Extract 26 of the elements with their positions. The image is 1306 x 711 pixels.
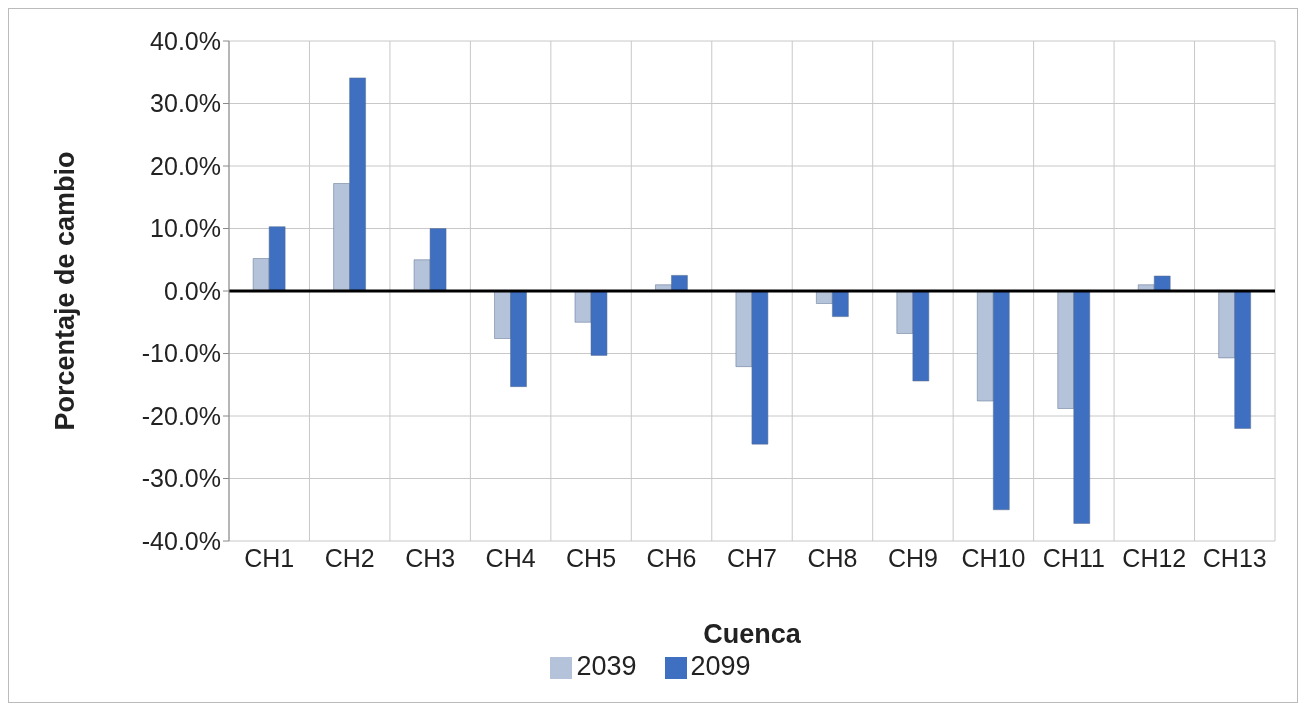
y-tick-label: 30.0%	[150, 89, 221, 118]
x-tick-label: CH3	[405, 543, 456, 572]
y-axis-title: Porcentaje de cambio	[49, 151, 80, 431]
y-tick-label: -20.0%	[141, 401, 221, 430]
x-tick-label: CH1	[244, 543, 295, 572]
x-tick-label: CH13	[1202, 543, 1267, 572]
y-tick-label: 10.0%	[150, 214, 221, 243]
x-tick-label: CH10	[961, 543, 1026, 572]
x-tick-label: CH6	[646, 543, 697, 572]
legend-label: 2039	[576, 651, 637, 681]
x-tick-label: CH12	[1122, 543, 1187, 572]
y-tick-label: -10.0%	[141, 339, 221, 368]
legend-label: 2099	[690, 651, 751, 681]
x-tick-label: CH2	[324, 543, 375, 572]
y-tick-label: 40.0%	[150, 26, 221, 55]
x-axis-title: Cuenca	[703, 619, 802, 649]
x-tick-label: CH4	[485, 543, 536, 572]
x-tick-label: CH11	[1042, 543, 1105, 572]
x-tick-label: CH5	[566, 543, 617, 572]
y-tick-label: -30.0%	[141, 464, 221, 493]
y-tick-label: 0.0%	[164, 276, 221, 305]
x-tick-label: CH7	[726, 543, 778, 572]
y-tick-label: 20.0%	[150, 151, 221, 180]
x-tick-label: CH8	[807, 543, 858, 572]
y-tick-label: -40.0%	[141, 526, 221, 555]
x-tick-label: CH9	[887, 543, 938, 572]
